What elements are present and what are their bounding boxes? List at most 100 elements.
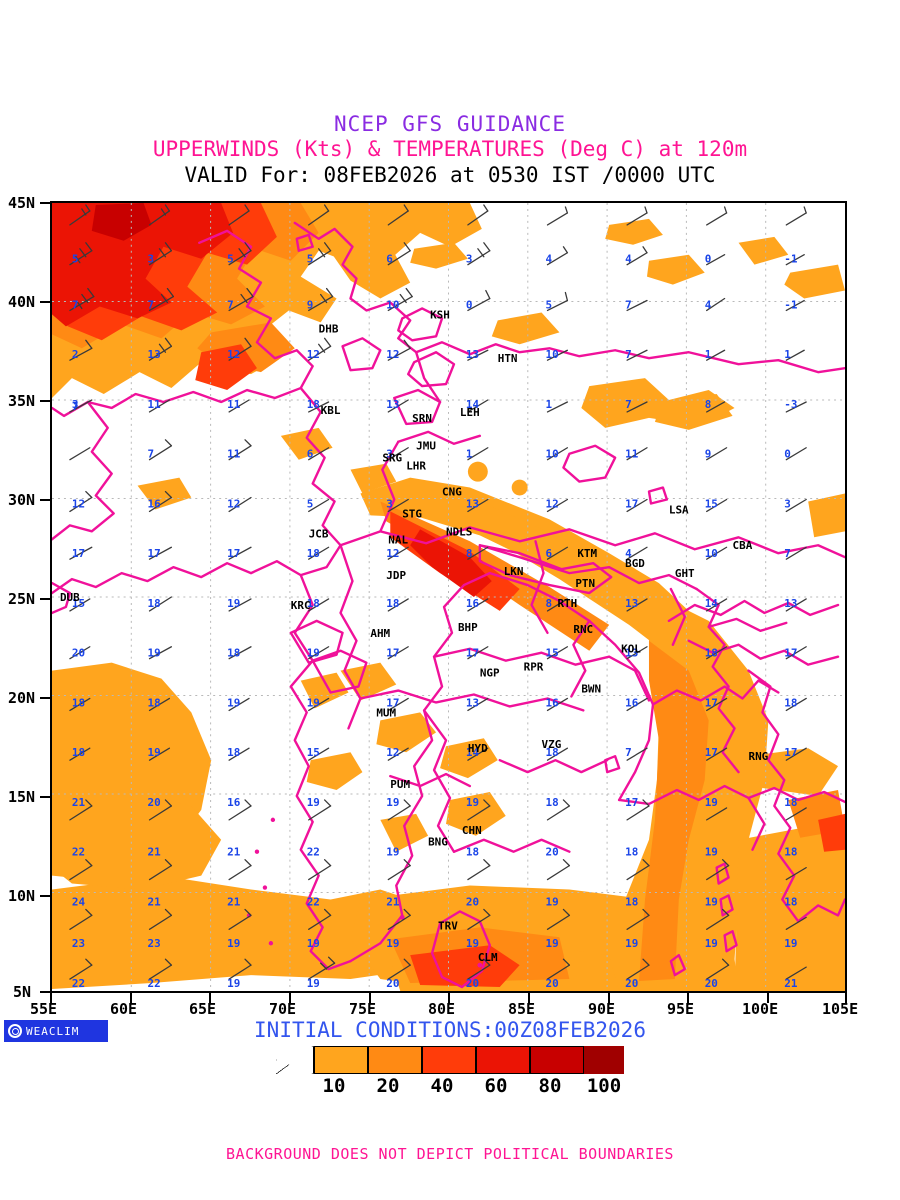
svg-text:3: 3 [72,398,79,411]
svg-text:13: 13 [466,348,479,361]
svg-text:-1: -1 [784,298,798,311]
station-label-CHN: CHN [462,824,482,837]
svg-text:13: 13 [784,597,797,610]
station-label-STG: STG [402,507,422,520]
svg-text:19: 19 [705,895,718,908]
y-axis-label-6: 15N [8,788,36,806]
svg-text:17: 17 [784,746,797,759]
weather-map-canvas[interactable]: 535 563 440 -1 777 9 10 0 574 -1 2 13 12 12 1… [52,203,845,991]
colorbar-over-cap [584,1046,624,1074]
colorbar-tick-4: 80 [538,1075,562,1097]
svg-text:7: 7 [625,298,632,311]
shading-level-10 [52,203,845,991]
svg-text:19: 19 [705,937,718,950]
svg-text:19: 19 [307,977,320,990]
svg-text:7: 7 [72,400,79,413]
station-label-NAL: NAL [388,533,408,546]
x-axis-label-6: 85E [508,1000,536,1018]
y-axis-label-3: 30N [8,491,36,509]
svg-text:8: 8 [466,547,473,560]
svg-text:5: 5 [72,253,79,266]
y-axis-label-8: 5N [13,983,32,1001]
svg-text:3: 3 [466,253,473,266]
svg-text:20: 20 [72,647,85,660]
svg-text:10: 10 [546,448,559,461]
svg-text:4: 4 [546,253,553,266]
svg-text:12: 12 [227,348,240,361]
x-tick-60E [130,993,132,1003]
station-label-BHP: BHP [458,621,478,634]
y-tick-25N [40,598,50,600]
svg-text:18: 18 [784,796,797,809]
svg-text:-3: -3 [784,398,797,411]
svg-text:22: 22 [72,977,85,990]
svg-text:19: 19 [148,647,161,660]
svg-text:20: 20 [705,977,718,990]
station-label-HYD: HYD [468,742,488,755]
shading-level-80 [91,203,152,241]
svg-text:19: 19 [307,647,320,660]
station-label-JDP: JDP [386,569,406,582]
svg-text:12: 12 [546,497,559,510]
svg-text:21: 21 [227,846,241,859]
svg-text:18: 18 [72,746,85,759]
svg-text:18: 18 [625,895,638,908]
svg-text:17: 17 [625,796,638,809]
station-label-RNG: RNG [748,750,768,763]
station-label-CLM: CLM [478,951,498,964]
station-label-CNG: CNG [442,486,462,499]
svg-text:13: 13 [625,597,638,610]
weaclim-logo-badge[interactable]: WEACLIM [4,1020,108,1042]
disclaimer-text: BACKGROUND DOES NOT DEPICT POLITICAL BOU… [226,1145,674,1163]
svg-text:16: 16 [546,696,559,709]
station-label-LSA: LSA [669,503,689,516]
colorbar-legend: 10 20 40 60 80 100 [0,1046,900,1097]
svg-text:5: 5 [546,298,553,311]
station-label-KTM: KTM [577,547,597,560]
svg-text:18: 18 [784,895,797,908]
svg-text:20: 20 [466,977,479,990]
svg-text:12: 12 [307,348,320,361]
svg-text:21: 21 [148,895,162,908]
y-tick-45N [40,202,50,204]
svg-text:18: 18 [784,696,797,709]
svg-text:16: 16 [466,597,479,610]
svg-text:17: 17 [705,746,718,759]
svg-text:1: 1 [546,398,553,411]
colorbar-segment-60 [476,1046,530,1074]
y-axis-label-2: 35N [8,392,36,410]
svg-text:17: 17 [148,547,161,560]
svg-text:1: 1 [705,348,712,361]
station-label-SRN: SRN [412,412,432,425]
svg-text:21: 21 [386,895,400,908]
svg-text:18: 18 [72,696,85,709]
title-line-parameter: UPPERWINDS (Kts) & TEMPERATURES (Deg C) … [152,137,748,161]
svg-text:3: 3 [386,497,393,510]
svg-text:16: 16 [227,796,240,809]
colorbar-tick-0: 10 [322,1075,346,1097]
x-axis-label-4: 75E [349,1000,377,1018]
svg-text:5: 5 [227,253,234,266]
y-tick-20N [40,697,50,699]
y-tick-30N [40,499,50,501]
svg-text:18: 18 [227,746,240,759]
svg-text:20: 20 [546,846,559,859]
lat-lon-gridlines [52,203,845,991]
y-tick-15N [40,796,50,798]
svg-text:7: 7 [148,448,155,461]
station-label-BWN: BWN [581,683,601,696]
svg-text:13: 13 [148,348,161,361]
boundary-lines [52,221,845,989]
svg-text:23: 23 [72,937,85,950]
colorbar-strip [276,1046,624,1074]
svg-text:11: 11 [625,448,639,461]
station-label-LHR: LHR [406,460,426,473]
svg-text:18: 18 [307,597,320,610]
y-tick-10N [40,895,50,897]
svg-text:9: 9 [307,298,314,311]
initial-conditions-label: INITIAL CONDITIONS:00Z08FEB2026 [254,1018,646,1042]
svg-text:22: 22 [307,895,320,908]
station-label-JMU: JMU [416,440,436,453]
